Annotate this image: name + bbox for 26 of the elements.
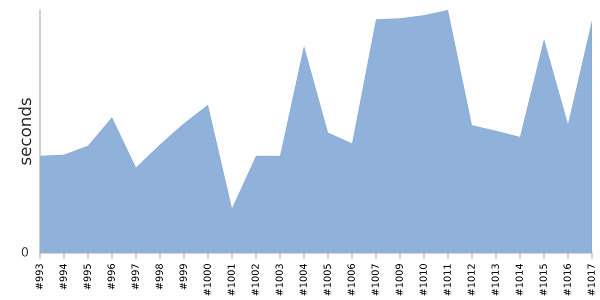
x-tick-label: #1013 xyxy=(491,264,499,296)
x-tick-label: #1009 xyxy=(395,264,403,296)
x-tick-label: #1004 xyxy=(299,264,307,296)
x-tick-label: #994 xyxy=(59,264,67,290)
x-tick-label: #1003 xyxy=(275,264,283,296)
x-tick-label: #995 xyxy=(83,264,91,290)
x-tick-label: #1011 xyxy=(443,264,451,296)
x-tick-label: #1000 xyxy=(203,264,211,296)
x-tick-label: #1001 xyxy=(227,264,235,296)
x-tick-label: #1005 xyxy=(323,264,331,296)
x-tick-label: #999 xyxy=(179,264,187,290)
x-tick-label: #1006 xyxy=(347,264,355,296)
x-tick-label: #996 xyxy=(107,264,115,290)
x-tick-label: #1007 xyxy=(371,264,379,296)
x-tick-label: #1015 xyxy=(539,264,547,296)
x-tick-label: #1016 xyxy=(563,264,571,296)
x-tick-label: #998 xyxy=(155,264,163,290)
x-tick-label: #997 xyxy=(131,264,139,290)
x-tick-label: #1014 xyxy=(515,264,523,296)
x-tick-label: #1012 xyxy=(467,264,475,296)
x-tick-label: #1002 xyxy=(251,264,259,296)
x-tick-label: #1017 xyxy=(587,264,595,296)
x-tick-label: #1010 xyxy=(419,264,427,296)
x-tick-label: #993 xyxy=(35,264,43,290)
text: 0 xyxy=(22,247,28,257)
y-axis-title: seconds xyxy=(18,98,32,165)
